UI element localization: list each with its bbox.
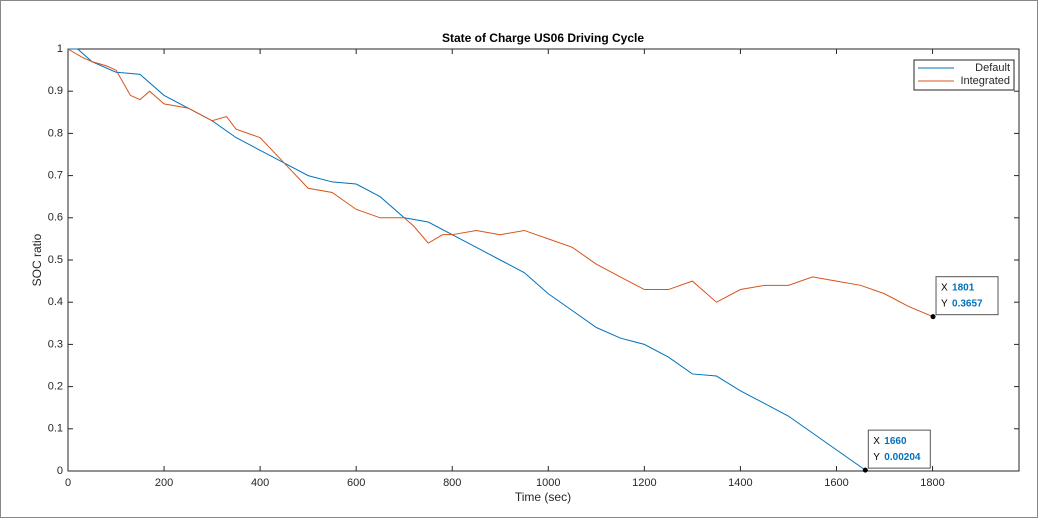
x-tick-label: 1200 xyxy=(632,477,656,489)
chart-title: State of Charge US06 Driving Cycle xyxy=(442,31,644,45)
datatip-x-value: 1660 xyxy=(884,436,907,447)
x-axis-label: Time (sec) xyxy=(515,490,571,504)
legend-box xyxy=(913,59,1015,91)
y-tick-label: 0.3 xyxy=(48,338,63,350)
y-tick-label: 0.6 xyxy=(48,212,63,224)
y-tick-label: 0 xyxy=(57,465,63,477)
datatip-x-value: 1801 xyxy=(952,282,975,293)
x-tick-label: 1800 xyxy=(920,477,944,489)
datatip-marker xyxy=(862,467,868,473)
x-tick-label: 1000 xyxy=(536,477,560,489)
y-tick-label: 0.5 xyxy=(48,254,63,266)
y-tick-label: 0.4 xyxy=(48,296,63,308)
y-tick-label: 0.1 xyxy=(48,423,63,435)
datatip-y-label: Y xyxy=(873,452,880,463)
x-tick-label: 200 xyxy=(155,477,173,489)
x-tick-label: 1600 xyxy=(824,477,848,489)
datatip-marker xyxy=(930,314,936,320)
plot-area xyxy=(67,48,1020,472)
datatip-y-label: Y xyxy=(941,298,948,309)
x-tick-label: 800 xyxy=(443,477,461,489)
datatip-y-value: 0.00204 xyxy=(884,452,921,463)
x-tick-label: 1400 xyxy=(728,477,752,489)
y-tick-label: 0.9 xyxy=(48,85,63,97)
y-tick-label: 0.7 xyxy=(48,170,63,182)
datatip-x-label: X xyxy=(873,436,880,447)
y-tick-label: 1 xyxy=(57,43,63,55)
x-tick-label: 0 xyxy=(65,477,71,489)
y-tick-label: 0.2 xyxy=(48,381,63,393)
y-axis-label: SOC ratio xyxy=(30,233,44,286)
x-tick-label: 400 xyxy=(251,477,269,489)
x-tick-label: 600 xyxy=(347,477,365,489)
datatip-x-label: X xyxy=(941,282,948,293)
datatip-box xyxy=(935,276,999,316)
legend-label: Default xyxy=(975,62,1010,74)
datatip-box xyxy=(867,429,931,469)
y-tick-label: 0.8 xyxy=(48,127,63,139)
legend-label: Integrated xyxy=(960,75,1010,87)
series-line xyxy=(67,48,934,318)
datatip-y-value: 0.3657 xyxy=(952,298,983,309)
